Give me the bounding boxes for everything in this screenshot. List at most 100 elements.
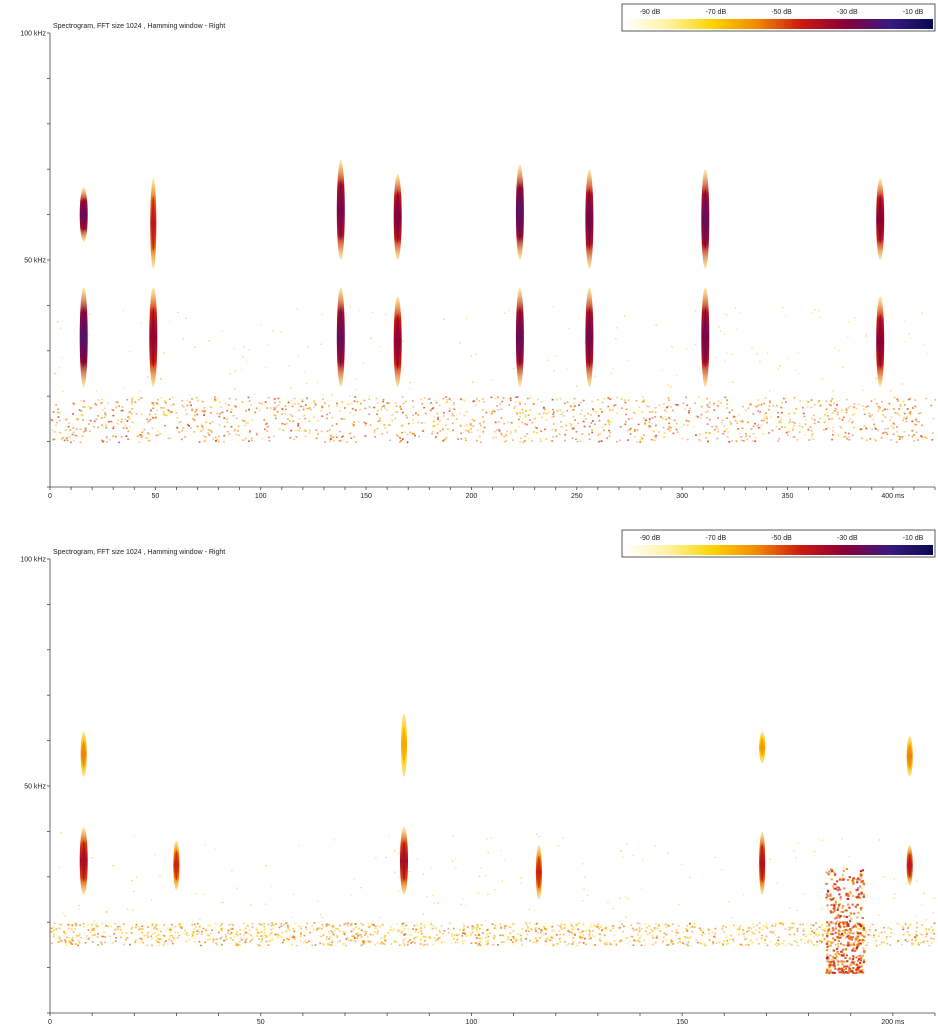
noise-speck [525, 410, 527, 412]
noise-speck [226, 409, 229, 412]
noise-speck [780, 421, 782, 424]
noise-speck [52, 933, 55, 936]
noise-speck [722, 944, 725, 947]
noise-speck [829, 933, 832, 935]
noise-speck [612, 368, 614, 370]
noise-speck [471, 931, 474, 934]
noise-speck [611, 409, 614, 412]
noise-speck [592, 944, 595, 947]
noise-speck [925, 437, 928, 439]
noise-speck [193, 419, 196, 422]
noise-speck [277, 397, 280, 400]
noise-speck [472, 425, 475, 428]
noise-speck [632, 927, 635, 930]
noise-speck [813, 404, 816, 406]
noise-speck [162, 411, 165, 413]
noise-speck [751, 440, 754, 442]
noise-speck [582, 420, 585, 423]
noise-speck [604, 927, 607, 929]
noise-speck [833, 963, 836, 966]
noise-speck [88, 936, 91, 939]
noise-speck [658, 924, 660, 926]
noise-speck [65, 941, 67, 944]
noise-speck [679, 937, 681, 940]
noise-speck [480, 424, 482, 427]
noise-speck [394, 940, 396, 943]
noise-speck [573, 932, 576, 935]
noise-speck [171, 926, 174, 929]
noise-speck [102, 935, 105, 938]
noise-speck [351, 423, 354, 425]
noise-speck [829, 910, 832, 913]
noise-speck [572, 428, 575, 431]
noise-speck [247, 925, 249, 927]
noise-speck [628, 418, 630, 420]
noise-speck [131, 397, 134, 400]
noise-speck [793, 397, 796, 399]
noise-speck [340, 418, 343, 420]
noise-speck [72, 431, 75, 434]
noise-speck [707, 928, 709, 930]
noise-speck [394, 871, 396, 873]
noise-speck [96, 925, 99, 927]
noise-speck [826, 894, 830, 897]
noise-speck [350, 923, 353, 926]
noise-speck [68, 422, 71, 424]
noise-speck [834, 931, 837, 934]
noise-speck [309, 429, 311, 432]
noise-speck [621, 407, 623, 409]
noise-speck [582, 923, 585, 926]
noise-speck [756, 924, 758, 927]
noise-speck [90, 927, 93, 930]
noise-speck [856, 878, 859, 881]
noise-speck [846, 960, 849, 963]
noise-speck [352, 424, 355, 427]
noise-speck [832, 957, 835, 960]
noise-speck [843, 436, 846, 438]
noise-speck [447, 927, 450, 930]
noise-speck [195, 396, 198, 399]
noise-speck [304, 940, 306, 942]
noise-speck [121, 418, 123, 421]
noise-speck [672, 943, 674, 945]
noise-speck [849, 892, 852, 895]
noise-speck [229, 933, 232, 935]
noise-speck [169, 931, 172, 934]
noise-speck [309, 408, 312, 411]
noise-speck [219, 928, 222, 930]
noise-speck [365, 930, 368, 932]
call-2 [149, 178, 158, 388]
noise-speck [747, 407, 750, 409]
noise-speck [471, 928, 474, 930]
noise-speck [184, 409, 187, 411]
noise-speck [758, 922, 761, 924]
noise-speck [574, 419, 576, 421]
noise-speck [762, 925, 765, 927]
noise-speck [244, 932, 247, 934]
noise-speck [898, 408, 900, 410]
noise-speck [52, 930, 55, 932]
noise-speck [677, 932, 679, 934]
noise-speck [663, 436, 665, 438]
noise-speck [460, 432, 462, 435]
noise-speck [438, 929, 441, 932]
noise-speck [220, 901, 223, 904]
noise-speck [582, 942, 585, 944]
noise-speck [687, 944, 690, 947]
noise-speck [675, 404, 678, 406]
noise-speck [75, 418, 78, 420]
noise-speck [526, 433, 529, 435]
noise-speck [921, 924, 923, 926]
noise-speck [870, 400, 873, 402]
noise-speck [535, 941, 538, 944]
noise-speck [258, 409, 261, 412]
noise-speck [856, 881, 859, 884]
noise-speck [777, 939, 780, 942]
noise-speck [158, 944, 160, 947]
noise-speck [368, 398, 370, 400]
noise-speck [168, 928, 171, 931]
noise-speck [374, 927, 376, 930]
noise-speck [890, 390, 892, 392]
noise-speck [430, 402, 433, 404]
noise-speck [193, 418, 196, 421]
